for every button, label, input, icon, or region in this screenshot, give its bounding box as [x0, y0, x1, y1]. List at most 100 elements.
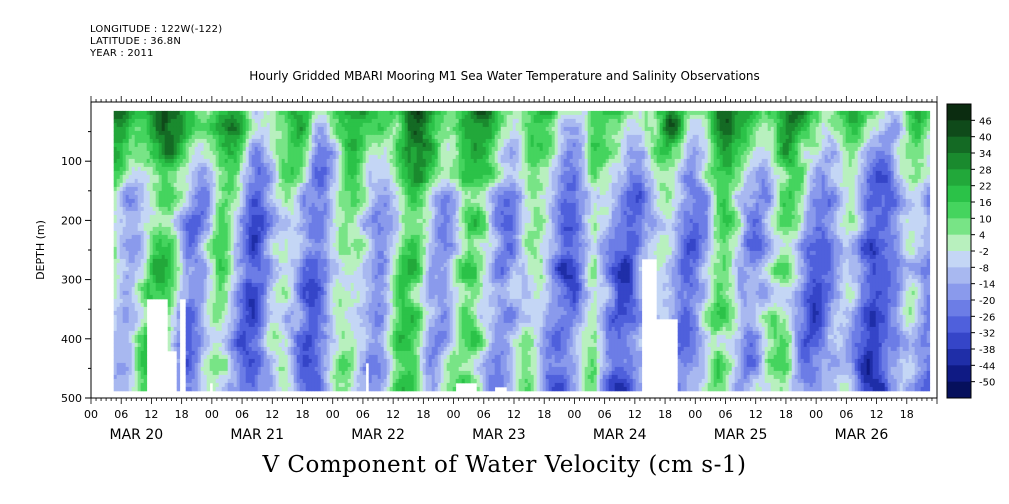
heatmap-cell — [149, 218, 154, 224]
heatmap-cell — [269, 126, 274, 132]
heatmap-cell — [215, 330, 220, 336]
heatmap-cell — [311, 194, 316, 200]
heatmap-cell — [275, 182, 280, 188]
heatmap-cell — [200, 350, 205, 356]
heatmap-cell — [116, 110, 121, 116]
heatmap-cell — [134, 194, 139, 200]
heatmap-cell — [296, 130, 301, 136]
heatmap-cell — [305, 262, 310, 268]
heatmap-cell — [122, 246, 127, 252]
heatmap-cell — [242, 354, 247, 360]
heatmap-cell — [176, 266, 181, 272]
heatmap-cell — [161, 278, 166, 284]
heatmap-cell — [284, 110, 289, 116]
heatmap-cell — [335, 262, 340, 268]
heatmap-cell — [113, 114, 118, 120]
heatmap-cell — [248, 286, 253, 292]
heatmap-cell — [323, 262, 328, 268]
heatmap-cell — [209, 210, 214, 216]
heatmap-cell — [164, 174, 169, 180]
heatmap-cell — [212, 230, 217, 236]
heatmap-cell — [242, 370, 247, 376]
heatmap-cell — [326, 130, 331, 136]
heatmap-cell — [320, 246, 325, 252]
heatmap-cell — [257, 250, 262, 256]
heatmap-cell — [137, 158, 142, 164]
heatmap-cell — [266, 258, 271, 264]
heatmap-cell — [221, 318, 226, 324]
heatmap-cell — [185, 138, 190, 144]
heatmap-cell — [284, 274, 289, 280]
heatmap-cell — [320, 162, 325, 168]
heatmap-cell — [125, 146, 130, 152]
heatmap-cell — [257, 326, 262, 332]
heatmap-cell — [188, 242, 193, 248]
heatmap-cell — [188, 226, 193, 232]
heatmap-cell — [251, 198, 256, 204]
heatmap-cell — [221, 202, 226, 208]
heatmap-cell — [128, 266, 133, 272]
heatmap-cell — [332, 298, 337, 304]
heatmap-cell — [116, 274, 121, 280]
heatmap-cell — [224, 342, 229, 348]
heatmap-cell — [200, 298, 205, 304]
heatmap-cell — [188, 118, 193, 124]
heatmap-cell — [173, 246, 178, 252]
heatmap-cell — [158, 122, 163, 128]
heatmap-cell — [131, 118, 136, 124]
heatmap-cell — [293, 342, 298, 348]
heatmap-cell — [200, 122, 205, 128]
heatmap-cell — [254, 170, 259, 176]
heatmap-cell — [263, 238, 268, 244]
heatmap-cell — [332, 138, 337, 144]
heatmap-cell — [140, 278, 145, 284]
heatmap-cell — [305, 286, 310, 292]
heatmap-cell — [215, 162, 220, 168]
heatmap-cell — [323, 354, 328, 360]
heatmap-cell — [314, 298, 319, 304]
heatmap-cell — [167, 142, 172, 148]
heatmap-cell — [284, 118, 289, 124]
heatmap-cell — [308, 358, 313, 364]
heatmap-cell — [227, 334, 232, 340]
heatmap-cell — [164, 282, 169, 288]
heatmap-cell — [179, 122, 184, 128]
heatmap-cell — [245, 194, 250, 200]
heatmap-cell — [191, 146, 196, 152]
heatmap-cell — [185, 238, 190, 244]
heatmap-cell — [179, 142, 184, 148]
heatmap-cell — [332, 246, 337, 252]
heatmap-cell — [176, 118, 181, 124]
heatmap-cell — [194, 350, 199, 356]
heatmap-cell — [125, 262, 130, 268]
heatmap-cell — [170, 202, 175, 208]
heatmap-cell — [197, 162, 202, 168]
heatmap-cell — [257, 166, 262, 172]
heatmap-cell — [146, 234, 151, 240]
heatmap-cell — [254, 178, 259, 184]
heatmap-cell — [278, 238, 283, 244]
heatmap-cell — [245, 258, 250, 264]
heatmap-cell — [167, 150, 172, 156]
heatmap-cell — [143, 178, 148, 184]
heatmap-cell — [314, 150, 319, 156]
heatmap-cell — [293, 254, 298, 260]
heatmap-cell — [233, 358, 238, 364]
heatmap-cell — [200, 126, 205, 132]
heatmap-cell — [236, 306, 241, 312]
heatmap-cell — [161, 226, 166, 232]
heatmap-cell — [302, 138, 307, 144]
heatmap-cell — [287, 326, 292, 332]
heatmap-cell — [206, 322, 211, 328]
heatmap-cell — [272, 146, 277, 152]
heatmap-cell — [134, 118, 139, 124]
heatmap-cell — [212, 166, 217, 172]
heatmap-cell — [293, 346, 298, 352]
heatmap-cell — [119, 194, 124, 200]
heatmap-cell — [131, 222, 136, 228]
heatmap-cell — [200, 170, 205, 176]
heatmap-cell — [188, 306, 193, 312]
heatmap-cell — [272, 186, 277, 192]
heatmap-cell — [137, 222, 142, 228]
heatmap-cell — [284, 238, 289, 244]
